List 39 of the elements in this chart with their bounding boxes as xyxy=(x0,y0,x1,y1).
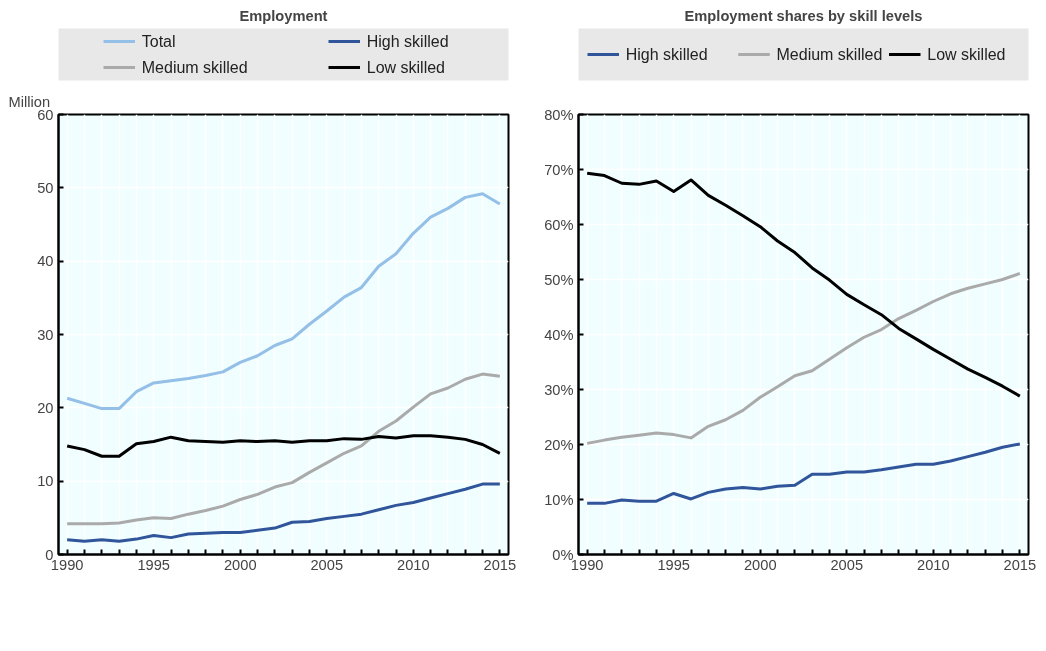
y-tick-label: 20% xyxy=(544,436,574,453)
line-series xyxy=(65,372,502,526)
chart-title: Employment shares by skill levels xyxy=(684,7,923,24)
y-tick-label: 10% xyxy=(544,491,574,508)
x-tick-label: 1995 xyxy=(657,556,690,573)
legend-label: Low skilled xyxy=(366,59,446,76)
legend-label: Total xyxy=(141,33,176,50)
y-tick-label: 40% xyxy=(544,326,574,343)
y-tick-label: 10 xyxy=(37,473,54,490)
x-tick-label: 2015 xyxy=(1003,556,1037,573)
y-tick-label: 80% xyxy=(544,106,574,123)
legend-label: High skilled xyxy=(625,46,708,63)
x-tick-label: 2010 xyxy=(917,556,950,573)
y-tick-label: 30% xyxy=(544,381,574,398)
y-tick-label: 50% xyxy=(544,271,574,288)
y-tick-label: 30 xyxy=(37,326,54,343)
y-tick-label: 70% xyxy=(544,161,574,178)
line-series xyxy=(65,482,502,543)
legend-label: High skilled xyxy=(366,33,449,50)
legend-label: Medium skilled xyxy=(776,46,883,63)
legend-label: Medium skilled xyxy=(141,59,248,76)
y-tick-label: 50 xyxy=(37,179,54,196)
y-tick-label: 40 xyxy=(37,253,54,270)
x-tick-label: 2000 xyxy=(743,556,777,573)
x-tick-label: 2000 xyxy=(223,556,257,573)
line-series xyxy=(585,171,1022,398)
line-series xyxy=(585,442,1022,505)
x-tick-label: 2005 xyxy=(310,556,344,573)
y-tick-label: 60% xyxy=(544,216,574,233)
x-tick-label: 2010 xyxy=(397,556,430,573)
line-series xyxy=(65,434,502,458)
chart-title: Employment xyxy=(239,7,328,24)
x-tick-label: 2005 xyxy=(830,556,864,573)
line-series xyxy=(585,271,1022,445)
legend-label: Low skilled xyxy=(927,46,1006,63)
x-tick-label: 2015 xyxy=(483,556,517,573)
y-tick-label: 20 xyxy=(37,399,54,416)
line-series xyxy=(65,192,502,411)
x-tick-label: 1995 xyxy=(137,556,170,573)
